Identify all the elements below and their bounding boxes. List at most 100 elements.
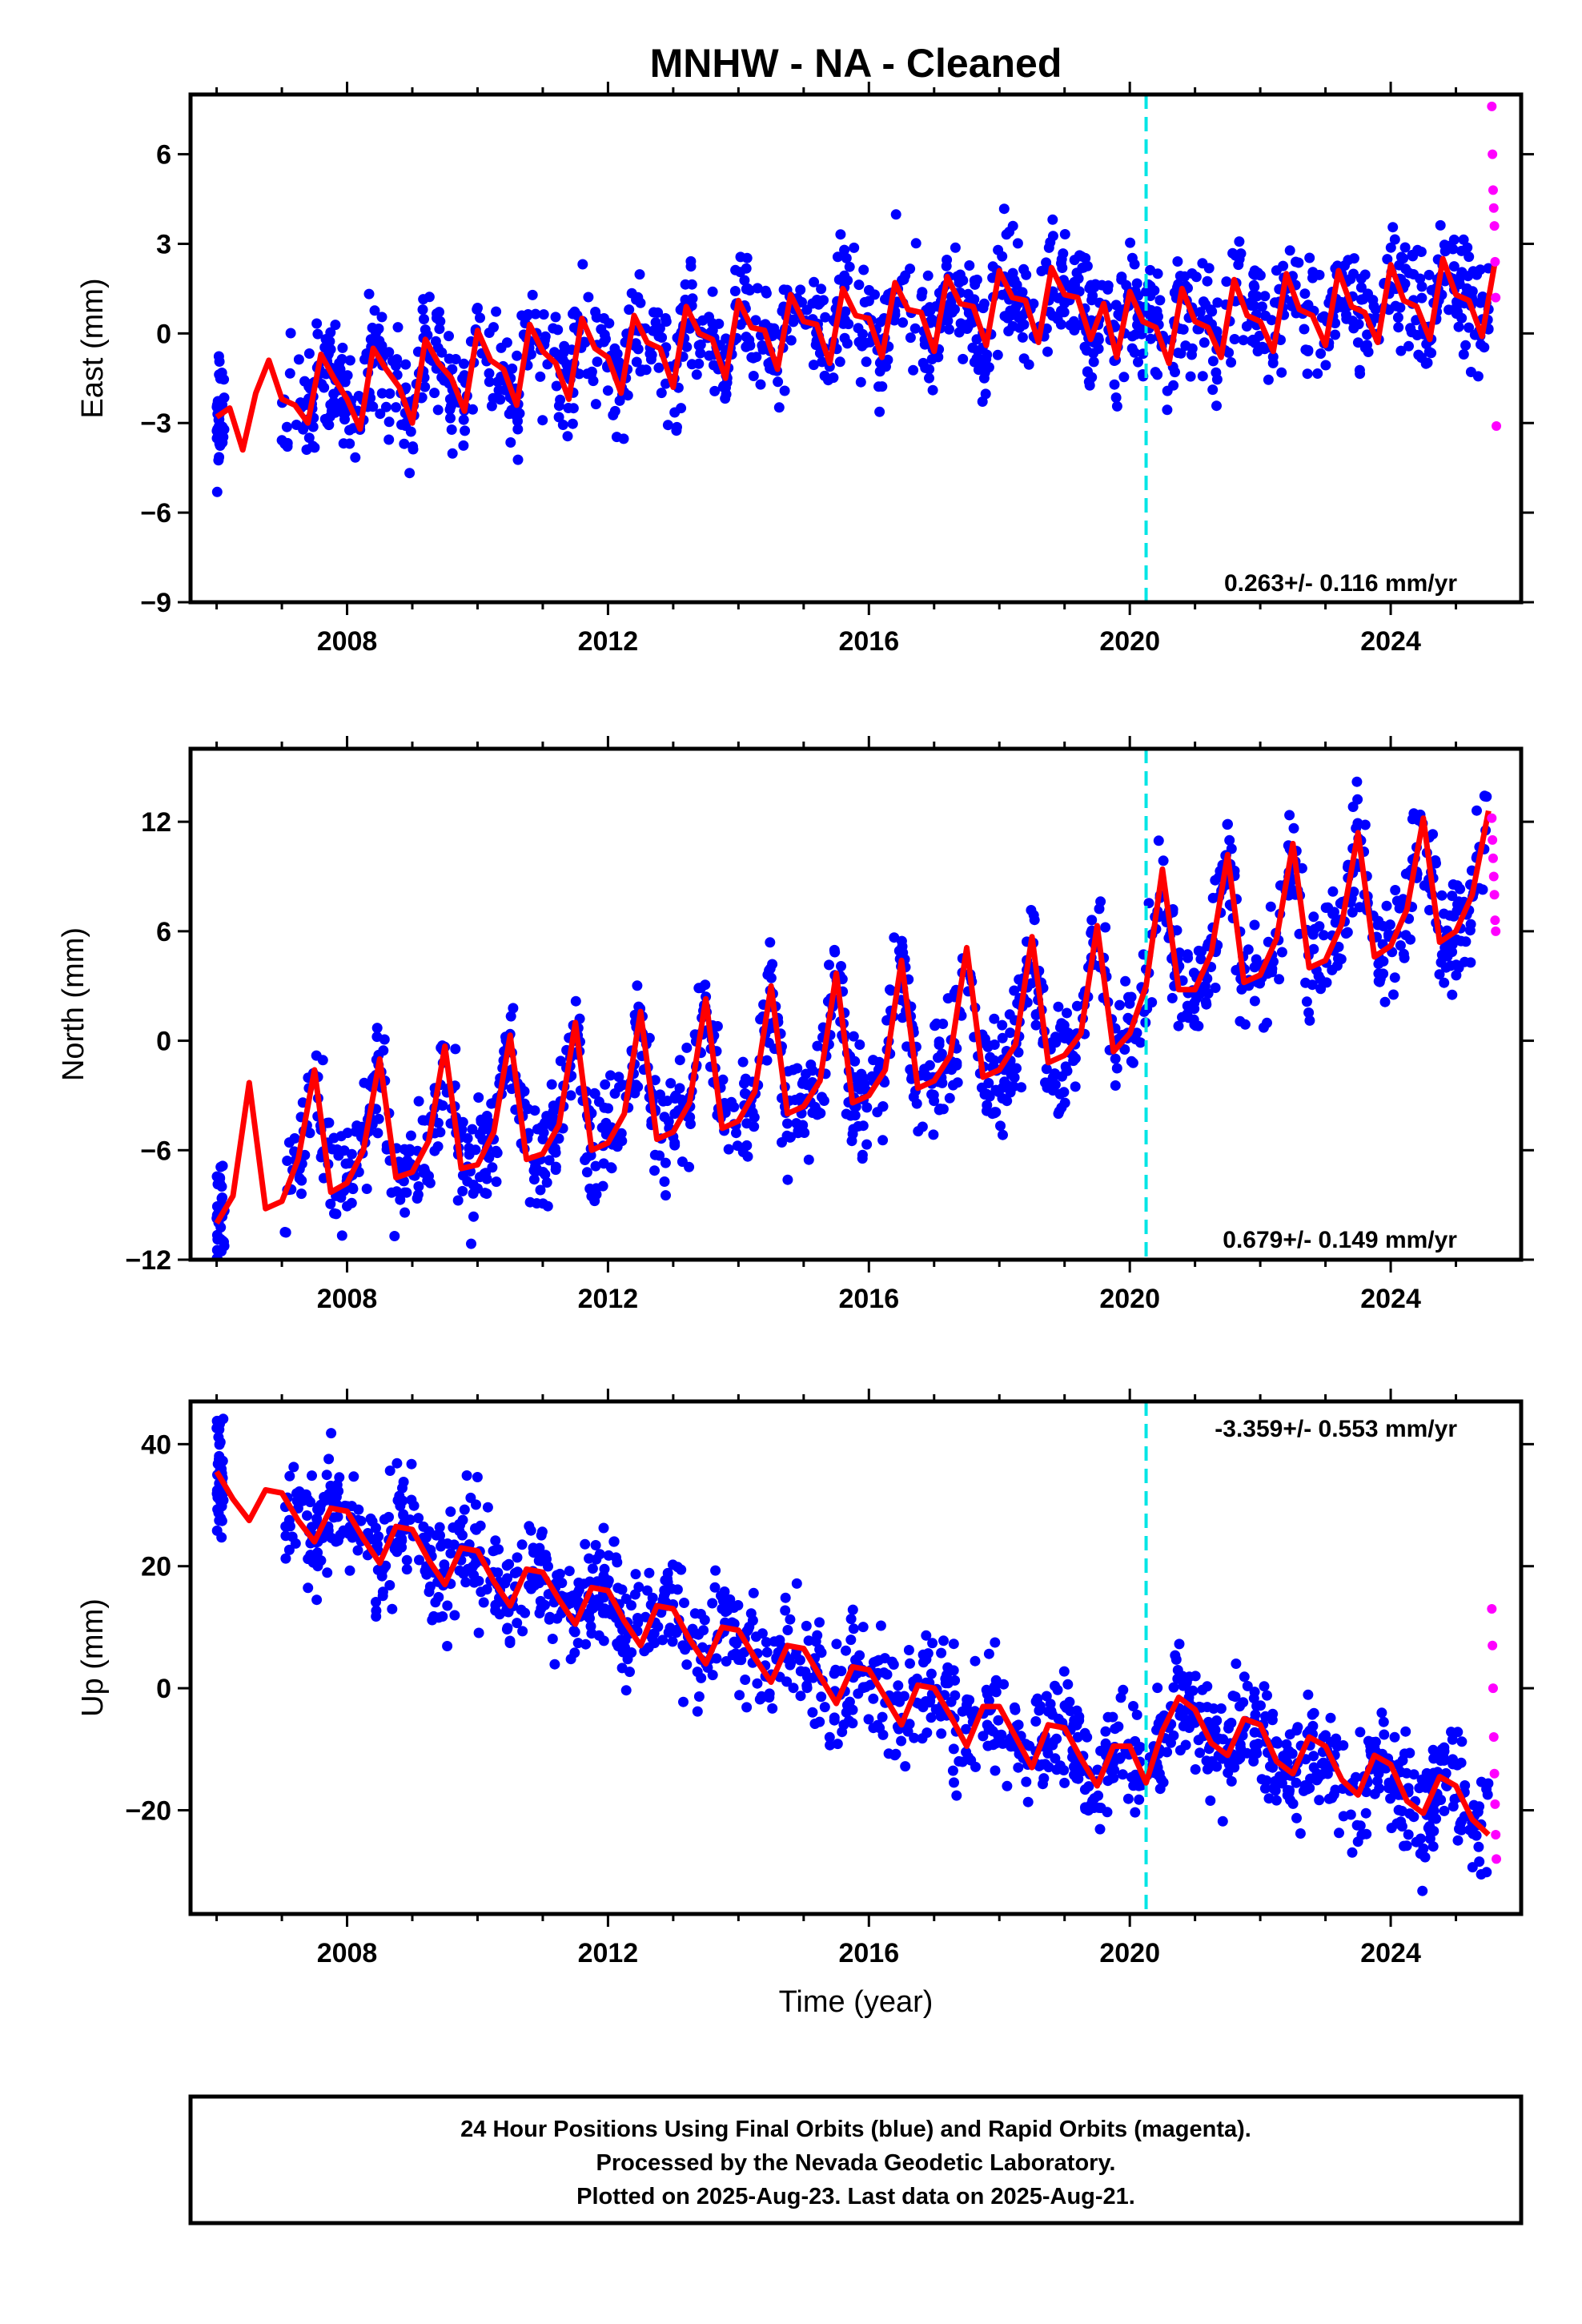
- final-point: [1004, 227, 1015, 237]
- model-curve: [214, 810, 1492, 1225]
- final-point: [1476, 1869, 1487, 1880]
- final-point: [1393, 322, 1404, 333]
- final-point: [590, 1540, 601, 1550]
- velocity-label: 0.263+/- 0.116 mm/yr: [1224, 570, 1457, 597]
- final-point: [512, 1552, 523, 1563]
- final-point: [537, 415, 548, 426]
- final-point: [803, 1154, 814, 1165]
- final-point: [745, 340, 756, 351]
- final-point: [280, 1553, 291, 1564]
- final-point: [1154, 295, 1166, 306]
- final-point: [348, 1471, 359, 1482]
- final-point: [437, 1538, 448, 1550]
- final-point: [420, 381, 431, 392]
- final-point: [1456, 1736, 1468, 1747]
- final-point: [1460, 340, 1472, 351]
- final-point: [564, 1566, 575, 1577]
- final-point: [629, 1088, 640, 1099]
- final-point: [1225, 1760, 1236, 1771]
- final-point: [1360, 1807, 1371, 1819]
- final-point: [372, 1128, 383, 1139]
- final-point: [1238, 1697, 1249, 1708]
- final-point: [854, 1650, 865, 1661]
- final-point: [1186, 349, 1197, 360]
- final-point: [1303, 1007, 1315, 1018]
- final-point: [1110, 1053, 1121, 1064]
- final-point: [897, 317, 909, 328]
- final-point: [1352, 337, 1363, 348]
- final-point: [1309, 923, 1320, 935]
- y-axis-title: North (mm): [57, 927, 90, 1081]
- final-point: [908, 364, 919, 376]
- final-point: [962, 288, 974, 300]
- final-point: [1068, 1055, 1079, 1067]
- final-point: [845, 1110, 856, 1121]
- final-point: [514, 408, 525, 419]
- final-point: [217, 1455, 228, 1466]
- final-point: [773, 402, 785, 413]
- y-tick-label: 0: [156, 319, 171, 349]
- final-point: [807, 1065, 818, 1076]
- final-point: [1315, 348, 1327, 359]
- final-point: [859, 296, 870, 308]
- final-point: [849, 1055, 861, 1067]
- final-point: [598, 1522, 609, 1534]
- final-point: [792, 1063, 803, 1074]
- final-point: [1408, 269, 1419, 279]
- final-point: [874, 357, 885, 368]
- final-point: [454, 1565, 465, 1576]
- final-point: [763, 1037, 774, 1048]
- final-point: [1061, 1703, 1072, 1713]
- x-tick-label: 2016: [838, 1284, 899, 1314]
- final-point: [383, 434, 395, 445]
- final-point: [845, 1634, 857, 1646]
- final-point: [630, 1569, 641, 1580]
- final-point: [878, 1667, 889, 1679]
- final-point: [1419, 880, 1430, 891]
- final-point: [1059, 1777, 1070, 1788]
- final-point: [1341, 313, 1352, 324]
- final-point: [616, 1663, 628, 1674]
- final-point: [215, 1513, 227, 1524]
- final-point: [1212, 297, 1223, 308]
- final-point: [1392, 312, 1403, 323]
- final-point: [436, 347, 448, 358]
- final-point: [1355, 1727, 1366, 1738]
- rapid-point: [1488, 149, 1498, 159]
- final-point: [1251, 954, 1262, 965]
- final-point: [1395, 251, 1407, 263]
- final-point: [330, 320, 341, 331]
- final-point: [793, 1125, 804, 1136]
- final-point: [468, 1577, 480, 1588]
- final-point: [1235, 1752, 1246, 1763]
- final-point: [319, 342, 331, 353]
- final-point: [1211, 367, 1222, 378]
- final-point: [302, 1510, 312, 1521]
- final-point: [461, 1470, 472, 1481]
- final-point: [413, 1181, 424, 1192]
- rapid-point: [1490, 915, 1500, 926]
- final-point: [617, 1080, 628, 1091]
- final-point: [1385, 1793, 1396, 1804]
- rapid-point: [1492, 1854, 1502, 1864]
- final-point: [1355, 273, 1367, 284]
- final-point: [691, 369, 702, 380]
- final-point: [1234, 236, 1245, 247]
- final-point: [757, 340, 768, 351]
- final-point: [841, 338, 853, 349]
- final-point: [1154, 1783, 1166, 1795]
- final-point: [735, 319, 746, 330]
- final-point: [535, 1184, 546, 1196]
- final-point: [1152, 1683, 1163, 1694]
- final-point: [1152, 268, 1163, 279]
- final-point: [949, 1777, 959, 1788]
- final-point: [1118, 372, 1130, 383]
- final-point: [678, 1696, 689, 1707]
- final-point: [1079, 1784, 1090, 1795]
- final-point: [528, 1542, 539, 1554]
- final-point: [1451, 934, 1462, 945]
- final-point: [990, 1683, 1000, 1694]
- final-point: [1259, 1783, 1271, 1794]
- final-point: [590, 399, 601, 410]
- final-point: [380, 401, 391, 412]
